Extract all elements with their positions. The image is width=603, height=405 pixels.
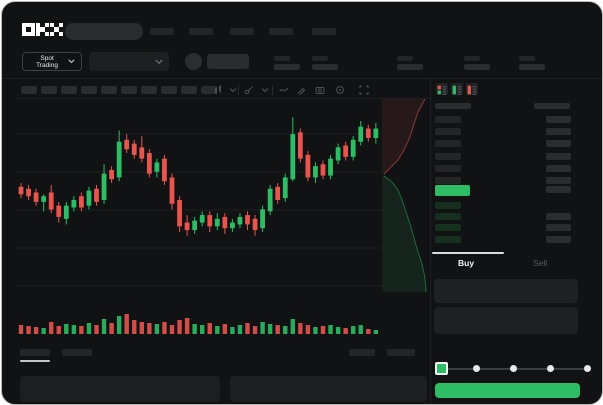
amount-slider-handle[interactable] xyxy=(435,362,448,375)
bottom-info-panel-right xyxy=(230,376,427,402)
chart-tab-left-1[interactable] xyxy=(20,349,50,356)
nav-item-4[interactable] xyxy=(269,28,293,35)
chart-tab-left-2[interactable] xyxy=(62,349,92,356)
market-type-label: Spot Trading xyxy=(36,54,58,69)
timeframe-button-9[interactable] xyxy=(181,86,197,94)
slider-stop-3[interactable] xyxy=(510,365,517,372)
ask-price xyxy=(435,116,461,123)
bid-amount xyxy=(546,224,571,232)
bid-price xyxy=(435,202,461,209)
stat-4-value xyxy=(464,64,490,70)
stat-1-value xyxy=(274,64,300,70)
nav-item-3[interactable] xyxy=(230,28,254,35)
timeframe-button-2[interactable] xyxy=(41,86,57,94)
timeframe-button-10[interactable] xyxy=(201,86,217,94)
stat-2-value xyxy=(312,64,338,70)
tab-sell[interactable]: Sell xyxy=(533,258,548,268)
okx-logo xyxy=(22,23,63,39)
timeframe-button-6[interactable] xyxy=(121,86,137,94)
slider-stop-2[interactable] xyxy=(473,365,480,372)
amount-input[interactable] xyxy=(434,307,578,334)
bid-amount xyxy=(546,235,571,243)
tab-buy[interactable]: Buy xyxy=(458,258,475,268)
ask-price xyxy=(435,128,461,136)
draw-pencil-icon[interactable] xyxy=(296,85,306,95)
compare-icon[interactable] xyxy=(244,85,254,95)
stat-4-label xyxy=(464,56,480,61)
candlestick-chart xyxy=(16,117,382,287)
nav-item-5[interactable] xyxy=(312,28,336,35)
depth-strip-chart xyxy=(382,98,427,293)
book-asks-icon[interactable] xyxy=(466,83,478,95)
ask-amount xyxy=(546,164,571,172)
bid-amount xyxy=(546,213,571,221)
stat-3-label xyxy=(397,56,413,61)
ask-price xyxy=(435,164,461,172)
book-asks-icon-glyph xyxy=(467,85,477,95)
ask-amount xyxy=(546,186,571,193)
active-tab-underline xyxy=(20,360,50,362)
timeframe-button-5[interactable] xyxy=(101,86,117,94)
timeframe-button-8[interactable] xyxy=(161,86,177,94)
fullscreen-icon[interactable] xyxy=(359,85,369,95)
ask-price xyxy=(435,177,461,184)
ask-amount xyxy=(546,128,571,136)
book-combined-icon-glyph xyxy=(437,85,447,95)
chevron-down-icon xyxy=(155,59,163,64)
ask-price xyxy=(435,152,461,160)
stat-5-value xyxy=(519,64,545,70)
ask-amount xyxy=(546,116,571,123)
camera-icon[interactable] xyxy=(315,85,325,95)
search-input[interactable] xyxy=(65,23,143,40)
buy-submit-button[interactable] xyxy=(435,383,580,398)
market-type-selector[interactable]: Spot Trading xyxy=(22,52,82,71)
chart-tab-right-2[interactable] xyxy=(387,349,415,356)
chevron-down-icon xyxy=(68,59,75,64)
chevron-down-icon[interactable] xyxy=(228,85,238,95)
chart-tab-right-1[interactable] xyxy=(349,349,375,356)
indicator-candles-icon[interactable] xyxy=(213,85,223,95)
timeframe-button-1[interactable] xyxy=(21,86,37,94)
bid-price xyxy=(435,213,461,221)
timeframe-button-4[interactable] xyxy=(81,86,97,94)
stat-2-label xyxy=(312,56,328,61)
line-type-icon[interactable] xyxy=(279,85,289,95)
ask-amount xyxy=(546,177,571,184)
nav-item-1[interactable] xyxy=(150,28,174,35)
pair-dropdown[interactable] xyxy=(89,52,169,71)
book-bids-icon[interactable] xyxy=(451,83,463,95)
stat-1-label xyxy=(274,56,290,61)
chevron-down-icon[interactable] xyxy=(260,85,270,95)
orderbook-col-header-price xyxy=(435,103,471,109)
last-price-highlight xyxy=(435,185,470,196)
bottom-info-panel-left xyxy=(20,376,220,402)
ask-amount xyxy=(546,152,571,160)
toolbar-separator xyxy=(206,85,207,95)
timeframe-button-7[interactable] xyxy=(141,86,157,94)
toolbar-separator xyxy=(272,85,273,95)
stat-3-value xyxy=(397,64,423,70)
slider-stop-4[interactable] xyxy=(547,365,554,372)
price-input[interactable] xyxy=(434,279,578,303)
bid-price xyxy=(435,235,461,243)
stat-5-label xyxy=(519,56,535,61)
pair-coin-icon xyxy=(185,53,202,70)
orderbook-col-header-amount xyxy=(534,103,570,109)
nav-item-2[interactable] xyxy=(189,28,213,35)
pair-name-placeholder xyxy=(207,54,249,69)
settings-icon[interactable] xyxy=(335,85,345,95)
slider-stop-5[interactable] xyxy=(584,365,591,372)
buy-tab-indicator xyxy=(432,252,504,254)
ask-amount xyxy=(546,140,571,148)
ask-price xyxy=(435,140,461,148)
bid-price xyxy=(435,224,461,232)
volume-chart xyxy=(18,314,379,334)
timeframe-button-3[interactable] xyxy=(61,86,77,94)
book-bids-icon-glyph xyxy=(452,85,462,95)
book-combined-icon[interactable] xyxy=(436,83,448,95)
toolbar-separator xyxy=(238,85,239,95)
